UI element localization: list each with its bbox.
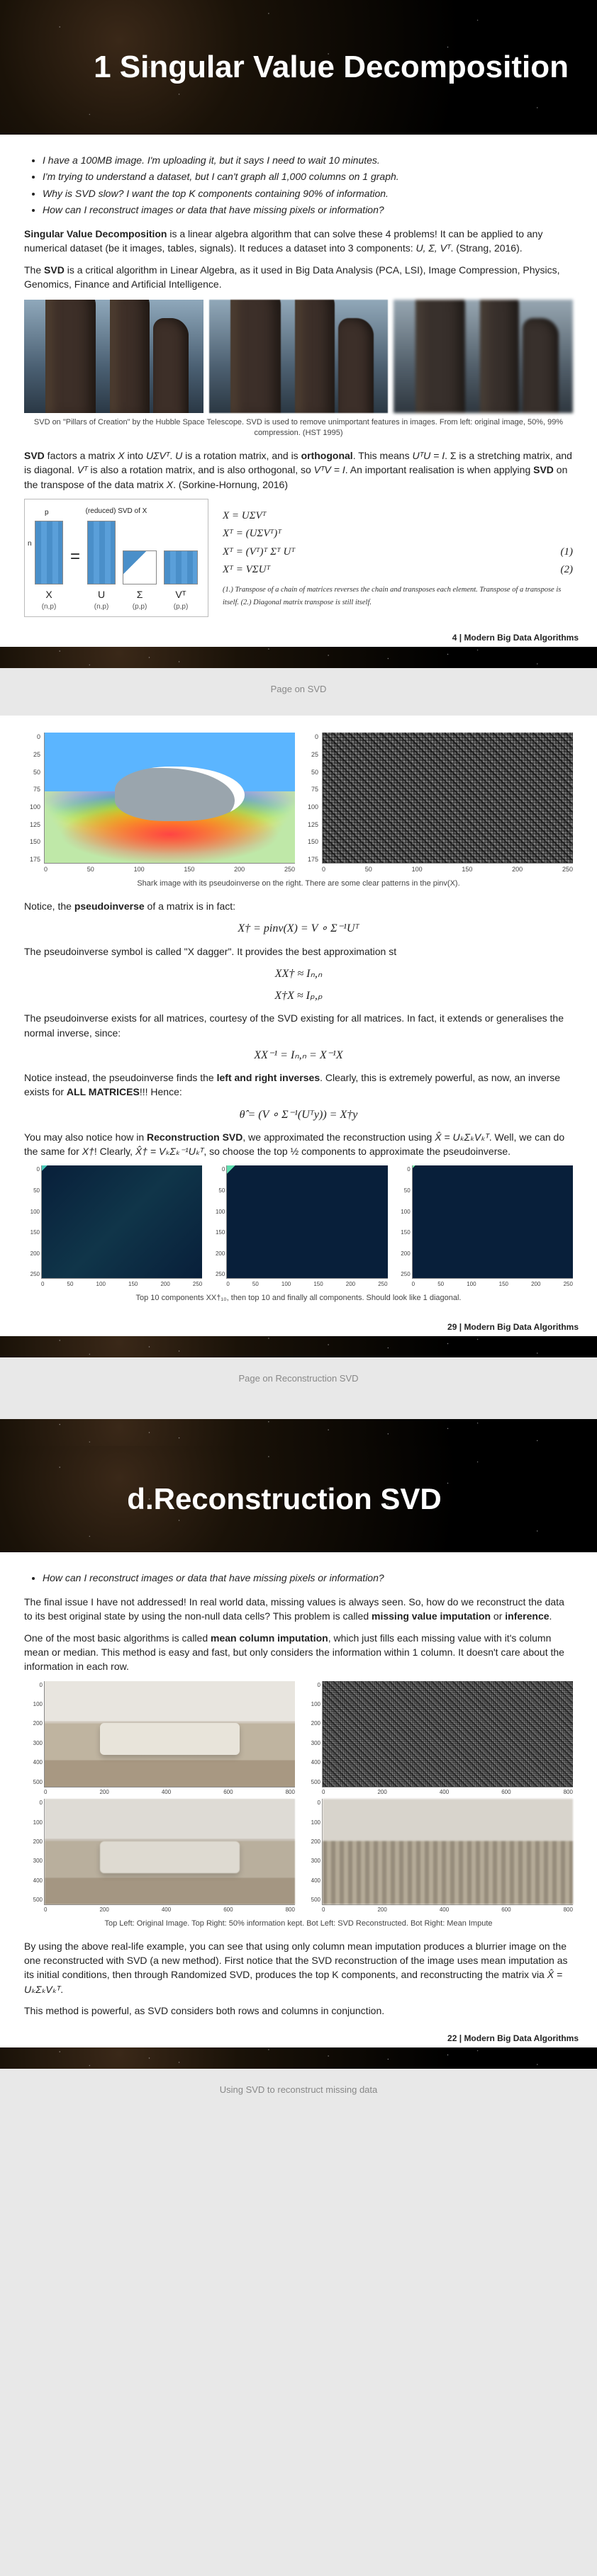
heat-caption: Top 10 components XX†₁₀, then top 10 and… <box>24 1293 573 1304</box>
page2-p4: Notice instead, the pseudoinverse finds … <box>24 1070 573 1100</box>
page-reconstruction: d.Reconstruction SVD How can I reconstru… <box>0 1419 597 2069</box>
page2-content: 0255075100125150175 050100150200250 0255… <box>0 716 597 1319</box>
pinv-plot: 0255075100125150175 050100150200250 <box>302 728 573 874</box>
page1-bullets: I have a 100MB image. I'm uploading it, … <box>24 153 573 217</box>
eq-approx2: X†X ≈ Iₚ,ₚ <box>24 988 573 1004</box>
mat-sym: U <box>87 587 116 601</box>
page3-bullets: How can I reconstruct images or data tha… <box>24 1571 573 1585</box>
pinv-x-axis: 050100150200250 <box>322 865 573 874</box>
mat-dim: (p,p) <box>164 602 198 613</box>
page1-title: 1 Singular Value Decomposition <box>94 50 569 86</box>
mat-sym: Σ <box>123 587 157 601</box>
eq: X = UΣVᵀ <box>223 507 573 526</box>
bed-50pct: 0100200300400500 0200400600800 <box>302 1681 573 1797</box>
eq: Xᵀ = VΣUᵀ(2) <box>223 561 573 580</box>
page3-p2: One of the most basic algorithms is call… <box>24 1631 573 1674</box>
bold-term: Singular Value Decomposition <box>24 228 167 239</box>
page3-content: How can I reconstruct images or data tha… <box>0 1552 597 2030</box>
bullet: I have a 100MB image. I'm uploading it, … <box>43 153 573 167</box>
page2-p1: Notice, the pseudoinverse of a matrix is… <box>24 899 573 913</box>
page3-p4: This method is powerful, as SVD consider… <box>24 2004 573 2018</box>
page3-p3: By using the above real-life example, yo… <box>24 1939 573 1996</box>
heatmap-2: 050100150200250 050100150200250 <box>209 1165 387 1289</box>
page2-footer: 29 | Modern Big Data Algorithms <box>0 1319 597 1336</box>
shark-image <box>45 733 295 863</box>
equals-sign: = <box>70 545 80 588</box>
eq-inverse: XX⁻¹ = Iₙ,ₙ = X⁻¹X <box>24 1047 573 1063</box>
svd-equations: X = UΣVᵀ Xᵀ = (UΣVᵀ)ᵀ Xᵀ = (Vᵀ)ᵀ Σᵀ Uᵀ(1… <box>223 507 573 609</box>
matrix-x: X (n,p) <box>35 521 63 612</box>
pillars-image-50pct <box>209 300 389 413</box>
eq-theta: θ̂ = (V ∘ Σ⁻¹(Uᵀy)) = X†y <box>24 1107 573 1123</box>
page1-p3: SVD factors a matrix X into UΣVᵀ. U is a… <box>24 448 573 492</box>
heatmap-3: 050100150200250 050100150200250 <box>395 1165 573 1289</box>
pinv-y-axis: 0255075100125150175 <box>302 733 320 864</box>
shark-x-axis: 050100150200250 <box>44 865 295 874</box>
pillars-image-99pct <box>394 300 573 413</box>
pillars-row <box>24 300 573 413</box>
mat-sym: Vᵀ <box>164 587 198 601</box>
shark-caption: Shark image with its pseudoinverse on th… <box>24 879 573 889</box>
bed-bottom-row: 0100200300400500 0200400600800 010020030… <box>24 1799 573 1914</box>
svd-equation-row: (reduced) SVD of X p n X (n,p) = U (n,p) <box>24 499 573 617</box>
page1-caption: Page on SVD <box>0 674 597 716</box>
matrix-sigma: Σ (p,p) <box>123 550 157 612</box>
page1-footer: 4 | Modern Big Data Algorithms <box>0 630 597 647</box>
bed-mean-impute: 0100200300400500 0200400600800 <box>302 1799 573 1914</box>
bullet: I'm trying to understand a dataset, but … <box>43 169 573 183</box>
dim-label-p: p <box>45 508 49 519</box>
mat-dim: (p,p) <box>123 602 157 613</box>
shark-plot: 0255075100125150175 050100150200250 <box>24 728 295 874</box>
mat-sym: X <box>35 587 63 601</box>
page-svd: 1 Singular Value Decomposition I have a … <box>0 0 597 668</box>
eq: Xᵀ = (Vᵀ)ᵀ Σᵀ Uᵀ(1) <box>223 543 573 562</box>
shark-y-axis: 0255075100125150175 <box>24 733 43 864</box>
dim-label-n: n <box>28 539 32 550</box>
pillars-image-original <box>24 300 203 413</box>
page2-p2: The pseudoinverse symbol is called "X da… <box>24 944 573 959</box>
bed-svd: 0100200300400500 0200400600800 <box>24 1799 295 1914</box>
page3-top-starry <box>0 1419 597 1446</box>
quad-caption: Top Left: Original Image. Top Right: 50%… <box>24 1919 573 1929</box>
bed-original: 0100200300400500 0200400600800 <box>24 1681 295 1797</box>
mat-dim: (n,p) <box>87 602 116 613</box>
page3-footer: 22 | Modern Big Data Algorithms <box>0 2030 597 2047</box>
page3-title: d.Reconstruction SVD <box>0 1482 569 1516</box>
matrix-vt: Vᵀ (p,p) <box>164 550 198 612</box>
page3-caption: Using SVD to reconstruct missing data <box>0 2074 597 2116</box>
page1-header: 1 Singular Value Decomposition <box>0 0 597 135</box>
page3-p1: The final issue I have not addressed! In… <box>24 1595 573 1624</box>
page1-p2: The SVD is a critical algorithm in Linea… <box>24 263 573 292</box>
mat-dim: (n,p) <box>35 602 63 613</box>
heatmap-row: 050100150200250 050100150200250 05010015… <box>24 1165 573 1289</box>
shark-row: 0255075100125150175 050100150200250 0255… <box>24 728 573 874</box>
bullet: How can I reconstruct images or data tha… <box>43 203 573 217</box>
page2-p5: You may also notice how in Reconstructio… <box>24 1130 573 1159</box>
page2-p3: The pseudoinverse exists for all matrice… <box>24 1011 573 1040</box>
page2-footer-starry <box>0 1336 597 1357</box>
eq-note: (1.) Transpose of a chain of matrices re… <box>223 584 573 609</box>
page1-intro: Singular Value Decomposition is a linear… <box>24 227 573 256</box>
eq-pinv: X† = pinv(X) = V ∘ Σ⁻¹Uᵀ <box>24 920 573 937</box>
pillars-caption: SVD on "Pillars of Creation" by the Hubb… <box>24 417 573 439</box>
bullet: How can I reconstruct images or data tha… <box>43 1571 573 1585</box>
svd-diagram: (reduced) SVD of X p n X (n,p) = U (n,p) <box>24 499 208 617</box>
eq: Xᵀ = (UΣVᵀ)ᵀ <box>223 525 573 543</box>
pinv-image <box>323 733 573 863</box>
page3-footer-starry <box>0 2047 597 2069</box>
svd-diagram-title: (reduced) SVD of X <box>35 507 198 517</box>
page-pseudoinverse: 0255075100125150175 050100150200250 0255… <box>0 716 597 1357</box>
page2-caption: Page on Reconstruction SVD <box>0 1363 597 1405</box>
eq-num: (2) <box>561 561 574 580</box>
page3-header: d.Reconstruction SVD <box>0 1446 597 1552</box>
eq-num: (1) <box>561 543 574 562</box>
eq-approx1: XX† ≈ Iₙ,ₙ <box>24 966 573 982</box>
bed-top-row: 0100200300400500 0200400600800 010020030… <box>24 1681 573 1797</box>
page1-footer-starry <box>0 647 597 668</box>
matrix-u: U (n,p) <box>87 521 116 612</box>
heatmap-1: 050100150200250 050100150200250 <box>24 1165 202 1289</box>
page1-content: I have a 100MB image. I'm uploading it, … <box>0 135 597 630</box>
bullet: Why is SVD slow? I want the top K compon… <box>43 186 573 200</box>
